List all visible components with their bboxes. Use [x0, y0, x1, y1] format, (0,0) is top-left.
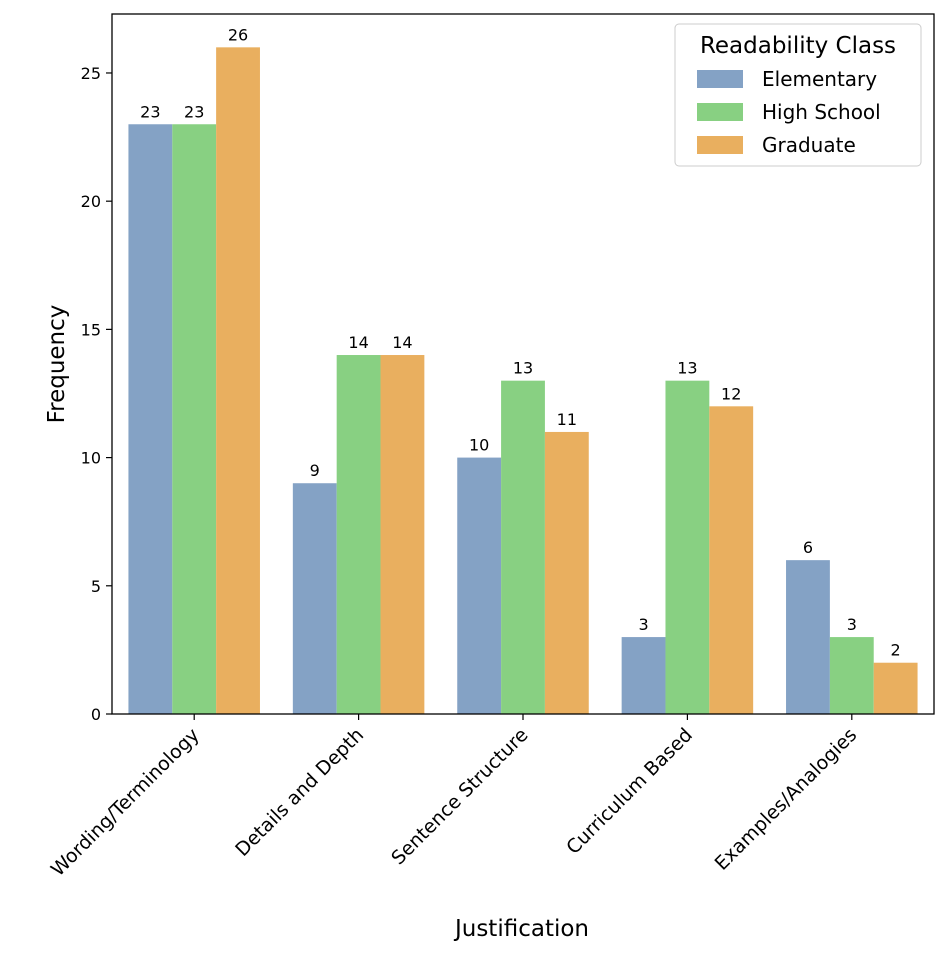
data-label: 14 [348, 333, 368, 352]
bar-graduate-5 [873, 662, 918, 714]
y-tick-label: 25 [81, 64, 101, 83]
data-label: 23 [140, 102, 160, 121]
bar-elementary-3 [457, 457, 502, 714]
bar-graduate-2 [380, 355, 425, 714]
data-label: 26 [228, 25, 248, 44]
x-tick-label: Sentence Structure [387, 724, 532, 869]
bar-high-school-5 [829, 637, 874, 714]
legend-title: Readability Class [700, 33, 896, 59]
x-tick-label: Curriculum Based [562, 724, 697, 859]
bar-graduate-3 [544, 431, 589, 714]
y-axis: 0 5 10 15 20 25 [81, 64, 112, 724]
x-tick-label: Details and Depth [231, 724, 368, 861]
legend-box [674, 23, 922, 167]
x-tick-label: Examples/Analogies [711, 724, 862, 875]
data-label: 6 [803, 538, 813, 557]
bar-graduate-1 [216, 47, 260, 715]
legend-items: Elementary High School Graduate [697, 67, 881, 157]
data-label: 14 [392, 333, 412, 352]
y-tick-label: 20 [81, 192, 101, 211]
x-axis: Wording/Terminology Details and Depth Sent… [47, 714, 861, 881]
legend-swatch [697, 70, 743, 88]
plot-frame [111, 13, 935, 715]
bars-layer: 23 23 26 9 14 14 10 13 11 3 13 12 6 3 2 [128, 25, 918, 715]
bar-high-school-4 [665, 380, 710, 714]
data-label: 9 [310, 461, 320, 480]
bar-elementary-4 [621, 637, 666, 714]
data-label: 3 [847, 615, 857, 634]
bar-elementary-2 [292, 483, 337, 714]
legend-label: Graduate [762, 133, 856, 157]
data-label: 10 [469, 436, 489, 455]
y-tick-label: 10 [81, 449, 101, 468]
data-label: 3 [638, 615, 648, 634]
y-axis-title: Frequency [44, 305, 70, 424]
legend-swatch [697, 103, 743, 121]
legend-label: Elementary [762, 67, 877, 91]
bar-high-school-2 [336, 355, 381, 714]
y-tick-label: 0 [91, 705, 101, 724]
legend: Readability Class Elementary High School G… [674, 23, 922, 167]
legend-swatch [697, 136, 743, 154]
data-label: 13 [677, 359, 697, 378]
y-tick-label: 15 [81, 320, 101, 339]
bar-high-school-1 [172, 124, 217, 714]
x-axis-title: Justification [453, 916, 589, 942]
data-label: 23 [184, 102, 204, 121]
legend-label: High School [762, 100, 881, 124]
data-label: 12 [721, 384, 741, 403]
y-tick-label: 5 [91, 577, 101, 596]
x-tick-label: Wording/Terminology [47, 724, 204, 881]
data-label: 2 [891, 641, 901, 660]
bar-elementary-1 [128, 124, 173, 714]
bar-high-school-3 [501, 380, 545, 714]
data-label: 13 [513, 359, 533, 378]
bar-elementary-5 [786, 560, 830, 714]
bar-graduate-4 [709, 406, 754, 714]
data-label: 11 [557, 410, 577, 429]
